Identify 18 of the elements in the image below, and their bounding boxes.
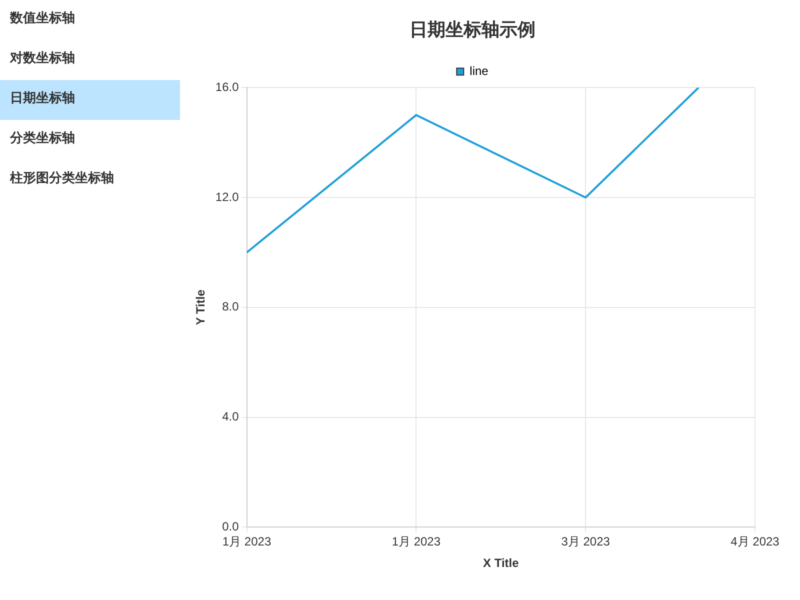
y-tick-label: 0.0 [222, 520, 240, 534]
text: 数值坐标轴 [8, 10, 76, 28]
y-tick-label: 16.0 [215, 80, 240, 94]
x-tick-label: 1月 2023 [222, 534, 272, 549]
y-tick-label: 4.0 [222, 410, 240, 424]
legend-label: line [470, 64, 489, 78]
y-axis-title: Y Title [194, 289, 208, 326]
x-tick-label: 1月 2023 [392, 534, 441, 549]
y-tick-label: 12.0 [215, 190, 240, 204]
x-tick-label: 4月 2023 [730, 534, 780, 549]
chart-title: 日期坐标轴示例 [410, 19, 536, 40]
text: 柱形图分类坐标轴 [8, 170, 115, 188]
text: 分类坐标轴 [8, 130, 76, 148]
text: 日期坐标轴 [0, 80, 180, 120]
x-tick-label: 3月 2023 [561, 534, 610, 549]
x-axis-title: X Title [482, 556, 520, 570]
text: 对数坐标轴 [8, 50, 76, 68]
y-tick-label: 8.0 [222, 300, 240, 314]
